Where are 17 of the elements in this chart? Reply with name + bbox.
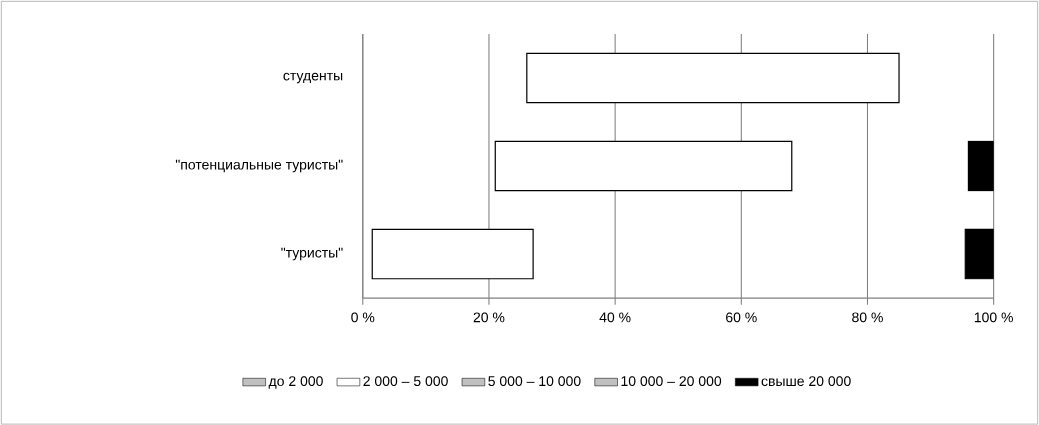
- bar: [371, 228, 534, 280]
- y-tick-label: "потенциальные туристы": [175, 159, 343, 173]
- x-tick-label: 80 %: [852, 312, 883, 323]
- x-tick-label: 100 %: [974, 312, 1013, 323]
- bar: [526, 52, 900, 104]
- legend-label: свыше 20 000: [761, 375, 851, 386]
- legend-label: 2 000 – 5 000: [363, 375, 448, 386]
- x-tick-label: 0 %: [351, 312, 375, 323]
- x-tick-label: 40 %: [599, 312, 631, 323]
- legend-label: до 2 000: [268, 375, 323, 389]
- legend-label: 10 000 – 20 000: [621, 375, 722, 386]
- x-tick-label: 20 %: [473, 312, 505, 323]
- bar: [494, 140, 793, 192]
- y-tick-label: "туристы": [281, 247, 343, 261]
- x-tick-label: 60 %: [726, 312, 757, 323]
- legend-label: 5 000 – 10 000: [488, 375, 581, 386]
- y-tick-label: студенты: [283, 72, 343, 84]
